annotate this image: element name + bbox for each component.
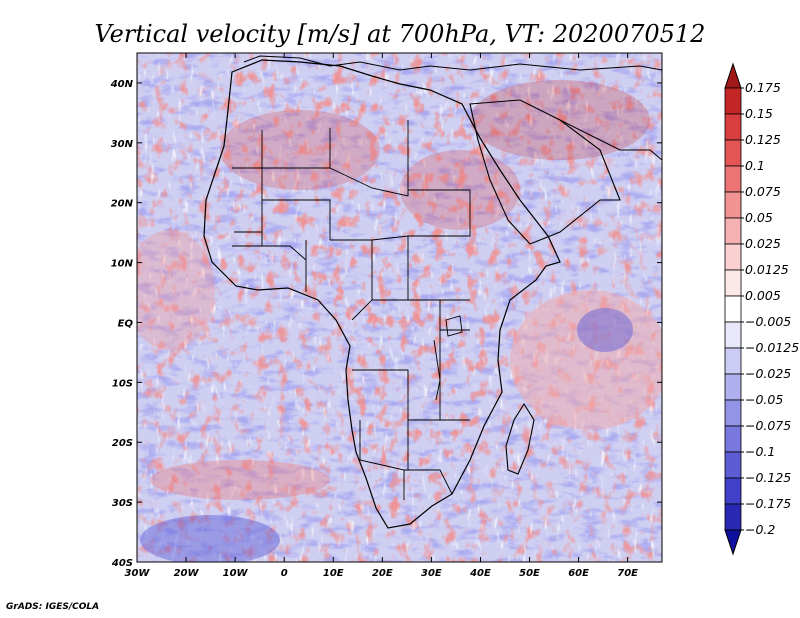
y-tick-label: 10S <box>112 378 133 389</box>
colorbar-label: −0.175 <box>745 496 791 511</box>
y-tick-label: 40S <box>111 558 133 569</box>
y-tick-label: 30N <box>111 139 134 150</box>
y-tick-label: EQ <box>118 318 134 329</box>
colorbar-swatch <box>724 425 742 453</box>
colorbar-cap-top <box>724 62 742 89</box>
colorbar-label: 0.005 <box>745 288 781 303</box>
lake-victoria <box>445 315 463 337</box>
colorbar-swatch <box>724 477 742 505</box>
colorbar-label: 0.05 <box>745 210 773 225</box>
colorbar-swatch <box>724 451 742 479</box>
persian-gulf-coast <box>559 119 662 161</box>
colorbar-label: 0.075 <box>745 184 781 199</box>
colorbar-swatch <box>724 503 742 531</box>
colorbar-label: 0.125 <box>745 132 781 147</box>
y-tick-label: 30S <box>112 498 133 509</box>
colorbar-label: −0.0125 <box>745 340 799 355</box>
colorbar-label: −0.025 <box>745 366 791 381</box>
colorbar-swatch <box>724 87 742 115</box>
x-tick-label: 40E <box>469 568 491 579</box>
x-tick-label: 30E <box>421 568 442 579</box>
colorbar-swatch <box>724 399 742 427</box>
colorbar-swatch <box>724 321 742 349</box>
y-tick-label: 10N <box>111 259 134 270</box>
plot-frame <box>136 52 663 563</box>
colorbar-label: −0.2 <box>745 522 775 537</box>
y-axis: 40N 30N 20N 10N EQ 10S 20S 30S 40S <box>110 79 662 569</box>
colorbar-label: 0.025 <box>745 236 781 251</box>
x-tick-label: 10E <box>323 568 344 579</box>
colorbar-label: −0.005 <box>745 314 791 329</box>
country-borders <box>232 120 471 500</box>
colorbar-label: 0.0125 <box>745 262 789 277</box>
colorbar-swatch <box>724 295 742 323</box>
x-tick-label: 20W <box>174 568 200 579</box>
colorbar-label: 0.1 <box>745 158 765 173</box>
colorbar-swatch <box>724 373 742 401</box>
colorbar-label: −0.05 <box>745 392 783 407</box>
colorbar-label: −0.1 <box>745 444 775 459</box>
colorbar-swatch <box>724 165 742 193</box>
grads-credit: GrADS: IGES/COLA <box>6 602 100 612</box>
colorbar-swatch <box>724 113 742 141</box>
y-tick-label: 20N <box>111 199 134 210</box>
x-tick-label: 0 <box>281 568 288 579</box>
iberia-coastline <box>243 55 331 67</box>
y-tick-label: 40N <box>110 79 134 90</box>
colorbar-swatch <box>724 139 742 167</box>
colorbar-label: −0.075 <box>745 418 791 433</box>
colorbar-swatch <box>724 243 742 271</box>
colorbar-swatch <box>724 269 742 297</box>
colorbar-swatch <box>724 347 742 375</box>
x-axis: 30W 20W 10W 0 10E 20E 30E 40E 50E 60E 70E <box>125 53 638 579</box>
africa-coastline <box>203 59 561 529</box>
plot-field <box>137 53 662 562</box>
x-tick-label: 70E <box>617 568 638 579</box>
colorbar-label: −0.125 <box>745 470 791 485</box>
colorbar-label: 0.175 <box>745 80 781 95</box>
x-tick-label: 20E <box>372 568 393 579</box>
y-tick-label: 20S <box>112 438 133 449</box>
x-tick-label: 60E <box>568 568 589 579</box>
mediterranean-north-coast <box>329 61 662 71</box>
colorbar-swatch <box>724 217 742 245</box>
x-tick-label: 30W <box>125 568 151 579</box>
colorbar: 0.175 0.15 0.125 0.1 0.075 0.05 0.025 0.0125 0.0… <box>724 62 799 556</box>
colorbar-cap-bottom <box>724 529 742 556</box>
arabian-peninsula-coastline <box>469 99 621 245</box>
lake-tanganyika <box>433 339 441 401</box>
x-tick-label: 10W <box>223 568 249 579</box>
chart-title: Vertical velocity [m/s] at 700hPa, VT: 2… <box>95 20 706 48</box>
x-tick-label: 50E <box>519 568 540 579</box>
madagascar-coastline <box>505 402 535 475</box>
colorbar-swatch <box>724 191 742 219</box>
colorbar-label: 0.15 <box>745 106 773 121</box>
